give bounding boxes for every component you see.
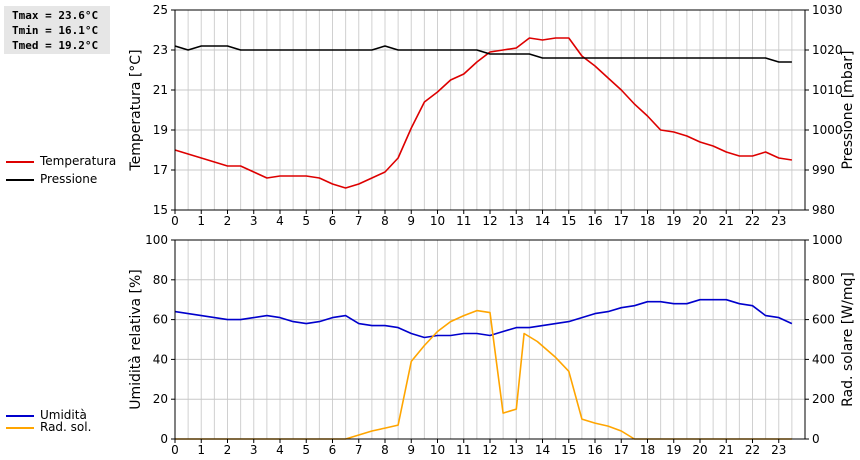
x-tick-label: 17: [614, 214, 629, 228]
series-line-pressione: [174, 45, 792, 63]
y-right-tick-label: 1000: [812, 123, 843, 137]
y-right-tick-label: 980: [812, 203, 835, 217]
x-tick-label: 6: [329, 214, 337, 228]
x-tick-label: 1: [197, 214, 205, 228]
y-right-tick-label: 990: [812, 163, 835, 177]
x-tick-label: 17: [614, 443, 629, 457]
legend-swatch-temperatura: [6, 161, 34, 163]
x-tick-label: 20: [692, 214, 707, 228]
y-right-axis-title: Rad. solare [W/mq]: [840, 272, 856, 407]
x-tick-label: 5: [302, 443, 310, 457]
x-tick-label: 21: [719, 443, 734, 457]
x-tick-label: 12: [482, 443, 497, 457]
x-tick-label: 15: [561, 214, 576, 228]
y-right-tick-label: 1030: [812, 3, 843, 17]
y-right-tick-label: 1000: [812, 233, 843, 247]
y-right-tick-label: 1010: [812, 83, 843, 97]
x-tick-label: 9: [407, 443, 415, 457]
x-tick-label: 19: [666, 214, 681, 228]
y-left-tick-label: 60: [153, 313, 168, 327]
y-right-tick-label: 800: [812, 273, 835, 287]
x-tick-label: 14: [535, 443, 550, 457]
y-left-tick-label: 25: [153, 3, 168, 17]
x-tick-label: 4: [276, 214, 284, 228]
x-tick-label: 4: [276, 443, 284, 457]
x-tick-label: 11: [456, 214, 471, 228]
y-left-tick-label: 17: [153, 163, 168, 177]
legend-swatch-umidita: [6, 415, 34, 417]
x-tick-label: 18: [640, 214, 655, 228]
x-tick-label: 16: [587, 443, 602, 457]
x-tick-label: 1: [197, 443, 205, 457]
y-right-tick-label: 200: [812, 392, 835, 406]
legend-label-umidita: Umidità: [40, 408, 87, 422]
y-right-axis-title: Pressione [mbar]: [840, 50, 856, 169]
x-tick-label: 23: [771, 443, 786, 457]
series-line-temperatura: [174, 37, 793, 189]
y-right-tick-label: 400: [812, 352, 835, 366]
y-left-tick-label: 100: [145, 233, 168, 247]
x-tick-label: 14: [535, 214, 550, 228]
x-tick-label: 10: [430, 214, 445, 228]
x-tick-label: 2: [224, 443, 232, 457]
x-tick-label: 7: [355, 443, 363, 457]
x-tick-label: 13: [509, 214, 524, 228]
x-tick-label: 0: [171, 443, 179, 457]
legend-label-rad-sol: Rad. sol.: [40, 420, 92, 434]
legend-swatch-pressione: [6, 179, 34, 181]
x-tick-label: 11: [456, 443, 471, 457]
y-left-tick-label: 23: [153, 43, 168, 57]
x-tick-label: 5: [302, 214, 310, 228]
x-tick-label: 10: [430, 443, 445, 457]
x-tick-label: 16: [587, 214, 602, 228]
x-tick-label: 3: [250, 443, 258, 457]
x-tick-label: 22: [745, 443, 760, 457]
y-right-tick-label: 1020: [812, 43, 843, 57]
legend-label-temperatura: Temperatura: [40, 154, 117, 168]
x-tick-label: 13: [509, 443, 524, 457]
tmax-readout: Tmax = 23.6°C: [12, 9, 99, 22]
y-left-axis-title: Umidità relativa [%]: [128, 269, 144, 410]
x-tick-label: 21: [719, 214, 734, 228]
x-tick-label: 8: [381, 443, 389, 457]
y-left-tick-label: 20: [153, 392, 168, 406]
y-left-axis-title: Temperatura [°C]: [128, 49, 144, 171]
x-tick-label: 22: [745, 214, 760, 228]
stats-box: Tmax = 23.6°C Tmin = 16.1°C Tmed = 19.2°…: [4, 6, 110, 54]
x-tick-label: 8: [381, 214, 389, 228]
y-right-tick-label: 600: [812, 313, 835, 327]
x-tick-label: 0: [171, 214, 179, 228]
tmed-readout: Tmed = 19.2°C: [12, 39, 99, 52]
x-tick-label: 18: [640, 443, 655, 457]
x-tick-label: 3: [250, 214, 258, 228]
x-tick-label: 15: [561, 443, 576, 457]
series-line-rad-sol-: [175, 309, 792, 440]
legend-label-pressione: Pressione: [40, 172, 98, 186]
x-tick-label: 6: [329, 443, 337, 457]
x-tick-label: 19: [666, 443, 681, 457]
y-left-tick-label: 19: [153, 123, 168, 137]
series-line-umidit-: [174, 298, 793, 339]
y-left-tick-label: 40: [153, 352, 168, 366]
x-tick-label: 7: [355, 214, 363, 228]
y-left-tick-label: 15: [153, 203, 168, 217]
y-left-tick-label: 21: [153, 83, 168, 97]
x-tick-label: 2: [224, 214, 232, 228]
tmin-readout: Tmin = 16.1°C: [12, 24, 99, 37]
x-tick-label: 12: [482, 214, 497, 228]
x-tick-label: 20: [692, 443, 707, 457]
y-left-tick-label: 0: [160, 432, 168, 446]
x-tick-label: 23: [771, 214, 786, 228]
y-right-tick-label: 0: [812, 432, 820, 446]
legend-swatch-rad-sol: [6, 427, 34, 429]
y-left-tick-label: 80: [153, 273, 168, 287]
x-tick-label: 9: [407, 214, 415, 228]
